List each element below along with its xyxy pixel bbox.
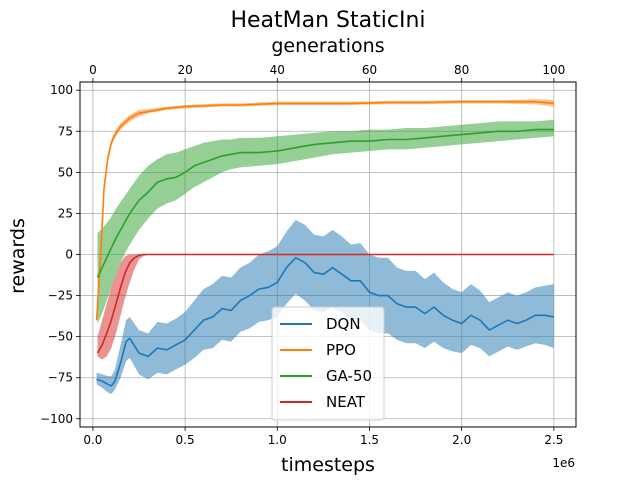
legend-label-dqn: DQN <box>326 315 361 333</box>
top-axis-ticks: 0 20 40 60 80 100 <box>89 63 565 82</box>
x-tick-label: 1.5 <box>360 433 379 447</box>
y-tick-label: 25 <box>58 206 73 220</box>
ga-50-line <box>96 128 554 278</box>
y-tick-label: 75 <box>58 124 73 138</box>
y-tick-label: −25 <box>48 289 73 303</box>
y-tick-label: 50 <box>58 165 73 179</box>
ga-50-band <box>97 119 554 324</box>
legend-box <box>271 306 385 421</box>
chart-title: HeatMan StaticIni <box>230 8 425 33</box>
y-tick-label: 0 <box>65 248 73 262</box>
legend-label-ppo: PPO <box>326 341 356 359</box>
y-tick-label: −75 <box>48 371 73 385</box>
legend-label-ga-50: GA-50 <box>326 367 372 385</box>
y-axis-label: rewards <box>7 218 29 294</box>
y-tick-label: −100 <box>40 412 73 426</box>
y-tick-label: 100 <box>50 83 73 97</box>
legend: DQN PPO GA-50 NEAT <box>271 306 385 421</box>
top-tick-label: 80 <box>454 63 469 77</box>
legend-item-ppo: PPO <box>280 341 356 359</box>
x-axis-ticks: 0.0 0.5 1.0 1.5 2.0 2.5 <box>83 427 563 447</box>
legend-label-neat: NEAT <box>326 393 366 411</box>
top-tick-label: 60 <box>362 63 377 77</box>
top-tick-label: 20 <box>177 63 192 77</box>
x-axis-label: timesteps <box>281 454 375 476</box>
legend-item-dqn: DQN <box>280 315 361 333</box>
x-tick-label: 2.0 <box>452 433 471 447</box>
top-tick-label: 40 <box>270 63 285 77</box>
series-lines <box>95 100 555 387</box>
top-tick-label: 100 <box>542 63 565 77</box>
x-tick-label: 0.0 <box>83 433 102 447</box>
neat-line <box>96 253 554 354</box>
x-tick-label: 0.5 <box>176 433 195 447</box>
legend-item-ga-50: GA-50 <box>280 367 372 385</box>
x-axis-offset-label: 1e6 <box>552 456 575 470</box>
dqn-line <box>96 256 555 387</box>
ppo-line <box>95 100 554 321</box>
y-tick-label: −50 <box>48 330 73 344</box>
top-axis-label: generations <box>271 35 384 57</box>
y-axis-ticks: −100 −75 −50 −25 0 25 50 75 100 <box>40 83 80 426</box>
x-tick-label: 1.0 <box>268 433 287 447</box>
legend-item-neat: NEAT <box>280 393 366 411</box>
top-tick-label: 0 <box>89 63 97 77</box>
x-tick-label: 2.5 <box>544 433 563 447</box>
